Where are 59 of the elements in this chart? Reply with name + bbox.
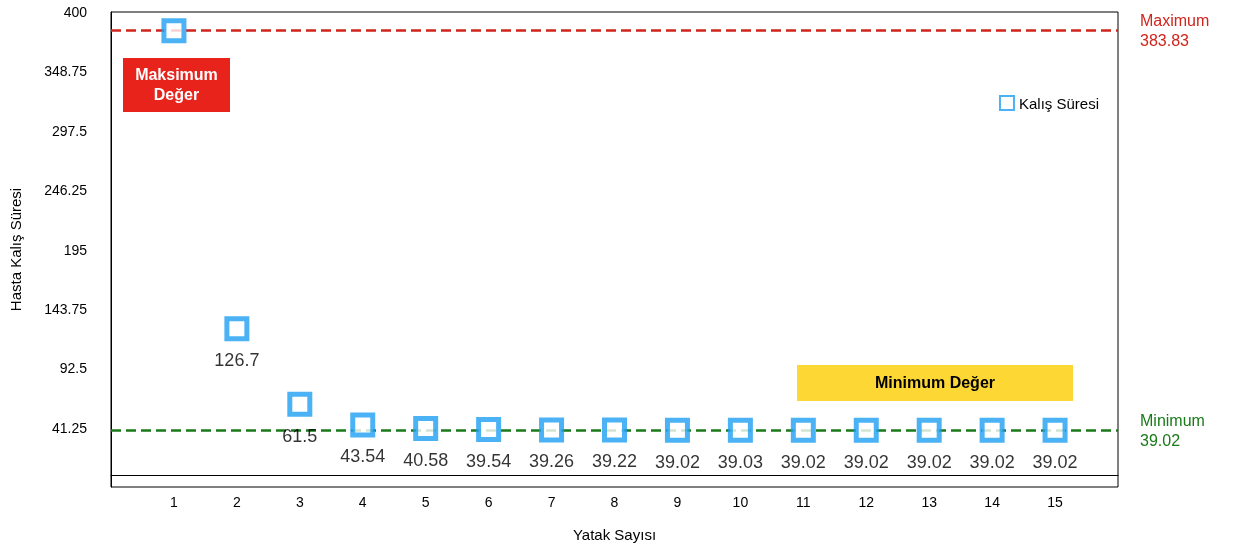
data-label: 39.02 [969, 451, 1015, 472]
y-tick-label: 195 [63, 241, 88, 258]
y-tick-label: 297.5 [51, 122, 88, 139]
ref-line-label: Maximum 383.83 [1140, 12, 1210, 50]
data-label: 39.22 [591, 451, 638, 472]
point [727, 417, 753, 443]
point [287, 391, 313, 417]
point [224, 316, 250, 342]
x-tick-label: 2 [232, 494, 241, 510]
data-label: 39.02 [780, 451, 826, 472]
y-axis-title: Hasta Kalış Süresi [7, 187, 24, 312]
x-tick-label: 12 [858, 494, 875, 510]
data-label: 61.5 [282, 425, 318, 446]
x-tick-label: 3 [295, 494, 304, 510]
y-tick-label: 348.75 [44, 63, 88, 80]
y-tick-label: 143.75 [44, 300, 88, 317]
y-tick-label: 41.25 [51, 419, 88, 436]
data-label: 39.02 [906, 451, 952, 472]
data-label: 43.54 [340, 446, 386, 467]
data-label: 40.58 [403, 449, 449, 470]
point [664, 417, 690, 443]
data-label: 126.7 [214, 350, 260, 371]
point [979, 417, 1005, 443]
point [350, 412, 376, 438]
y-tick-label: 246.25 [44, 182, 88, 199]
note-box: Maksimum Değer [123, 58, 230, 112]
x-tick-label: 15 [1047, 494, 1064, 510]
data-label: 39.03 [717, 451, 763, 472]
ref-line-label: Minimum 39.02 [1140, 411, 1205, 449]
x-tick-label: 7 [547, 494, 556, 510]
x-tick-label: 4 [358, 494, 367, 510]
point [853, 417, 879, 443]
x-tick-label: 9 [673, 494, 682, 510]
data-label: 39.02 [843, 451, 889, 472]
point [476, 417, 502, 443]
x-axis-title: Yatak Sayısı [572, 526, 657, 543]
x-tick-label: 11 [796, 494, 811, 510]
x-tick-label: 10 [732, 494, 749, 510]
x-tick-label: 6 [484, 494, 493, 510]
data-label: 39.54 [466, 451, 512, 472]
data-label: 39.02 [654, 451, 700, 472]
y-tick-label: 92.5 [59, 360, 88, 377]
x-tick-label: 14 [984, 494, 1001, 510]
x-tick-label: 1 [170, 494, 179, 510]
point [790, 417, 816, 443]
point [916, 417, 942, 443]
point [413, 415, 439, 441]
data-label: 39.02 [1032, 451, 1078, 472]
point [161, 18, 187, 44]
data-label: 39.26 [529, 451, 575, 472]
y-tick-label: 400 [63, 4, 88, 20]
legend-label: Kalış Süresi [1018, 94, 1100, 112]
x-tick-label: 5 [421, 494, 430, 510]
x-tick-label: 8 [610, 494, 619, 510]
point [539, 417, 565, 443]
point [1042, 417, 1068, 443]
x-tick-label: 13 [921, 494, 938, 510]
point [602, 417, 627, 443]
note-box: Minimum Değer [797, 365, 1073, 401]
